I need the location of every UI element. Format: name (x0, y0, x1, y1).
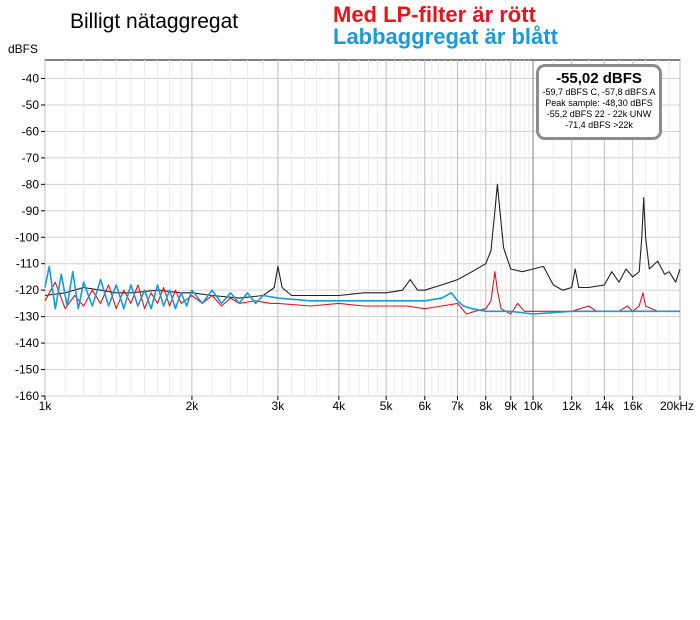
y-tick-label: -100 (15, 230, 39, 244)
y-ticks: -40 -50 -60 -70 -80 -90 -100 -110 -120 -130 -140 -1… (15, 72, 45, 403)
stats-line: -59,7 dBFS C, -57,8 dBFS A (542, 87, 656, 97)
series-line (44, 265, 680, 315)
series-group (44, 183, 681, 315)
stats-box: -55,02 dBFS -59,7 dBFS C, -57,8 dBFS A P… (536, 64, 662, 140)
x-tick-label: 20kHz (660, 399, 694, 413)
y-tick-label: -130 (15, 310, 39, 324)
stats-line: -55,2 dBFS 22 - 22k UNW (546, 109, 652, 119)
legend-note-red: Med LP-filter är rött (333, 2, 536, 27)
y-tick-label: -50 (22, 98, 40, 112)
y-tick-label: -90 (22, 204, 40, 218)
series-line (44, 183, 681, 299)
x-tick-label: 3k (272, 399, 286, 413)
x-tick-label: 2k (186, 399, 200, 413)
x-tick-label: 14k (595, 399, 615, 413)
x-tick-label: 12k (562, 399, 582, 413)
stats-line: -71,4 dBFS >22k (565, 120, 633, 130)
x-tick-label: 9k (504, 399, 518, 413)
y-tick-label: -160 (15, 389, 39, 403)
y-tick-label: -110 (16, 257, 39, 271)
x-tick-label: 7k (451, 399, 465, 413)
legend-note-blue: Labbaggregat är blått (333, 24, 558, 49)
y-tick-label: -120 (15, 283, 39, 297)
chart-title: Billigt nätaggregat (70, 10, 239, 33)
x-ticks: 1k 2k 3k 4k 5k 6k 7k 8k 9k 10k 12k 14k 16k 20kHz (39, 396, 694, 413)
y-tick-label: -60 (22, 124, 40, 138)
x-tick-label: 6k (418, 399, 432, 413)
y-tick-label: -80 (22, 177, 40, 191)
y-tick-label: -70 (22, 151, 40, 165)
y-tick-label: -140 (15, 336, 39, 350)
y-tick-label: -40 (22, 72, 40, 86)
x-tick-label: 5k (380, 399, 394, 413)
stats-headline: -55,02 dBFS (556, 70, 642, 87)
x-tick-label: 4k (333, 399, 347, 413)
x-tick-label: 16k (623, 399, 643, 413)
x-tick-label: 10k (523, 399, 543, 413)
y-tick-label: -150 (15, 363, 39, 377)
y-axis-label: dBFS (8, 42, 39, 56)
x-tick-label: 1k (39, 399, 53, 413)
x-tick-label: 8k (479, 399, 493, 413)
stats-line: Peak sample: -48,30 dBFS (545, 98, 653, 108)
